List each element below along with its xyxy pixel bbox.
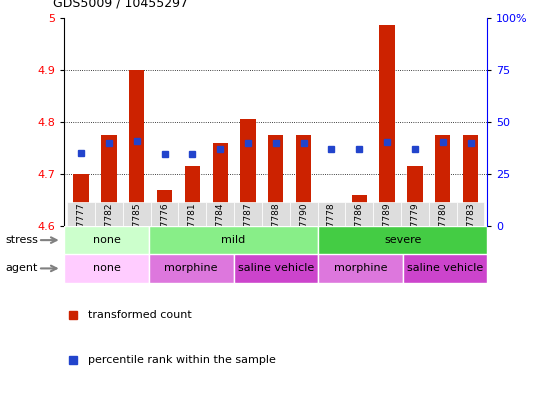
Bar [407, 166, 423, 226]
Text: GSM1217776: GSM1217776 [160, 202, 169, 263]
Text: morphine: morphine [334, 263, 387, 274]
Bar [435, 135, 450, 226]
Text: GSM1217783: GSM1217783 [466, 202, 475, 263]
Bar [149, 226, 318, 254]
Bar [296, 135, 311, 226]
Bar [234, 202, 262, 228]
Bar [64, 254, 149, 283]
Text: stress: stress [6, 235, 39, 245]
Bar [324, 202, 339, 226]
Bar [185, 166, 200, 226]
Text: GSM1217790: GSM1217790 [299, 202, 308, 263]
Text: transformed count: transformed count [88, 310, 192, 320]
Text: morphine: morphine [165, 263, 218, 274]
Bar [463, 135, 478, 226]
Bar [179, 202, 206, 228]
Bar [67, 202, 95, 228]
Bar [129, 70, 144, 226]
Bar [456, 202, 484, 228]
Bar [123, 202, 151, 228]
Bar [318, 226, 487, 254]
Text: GSM1217777: GSM1217777 [77, 202, 86, 263]
Text: GSM1217779: GSM1217779 [410, 202, 419, 263]
Bar [149, 254, 234, 283]
Text: GSM1217784: GSM1217784 [216, 202, 225, 263]
Bar [346, 202, 373, 228]
Text: none: none [93, 235, 120, 245]
Bar [268, 135, 283, 226]
Text: GSM1217786: GSM1217786 [354, 202, 364, 263]
Bar [73, 174, 88, 226]
Bar [234, 254, 318, 283]
Text: none: none [93, 263, 120, 274]
Bar [151, 202, 179, 228]
Bar [157, 189, 172, 226]
Text: GSM1217787: GSM1217787 [244, 202, 253, 263]
Bar [352, 195, 367, 226]
Bar [240, 119, 255, 226]
Bar [206, 202, 234, 228]
Text: saline vehicle: saline vehicle [407, 263, 483, 274]
Bar [318, 254, 403, 283]
Text: GSM1217781: GSM1217781 [188, 202, 197, 263]
Bar [64, 226, 149, 254]
Text: GSM1217782: GSM1217782 [104, 202, 114, 263]
Bar [403, 254, 487, 283]
Text: agent: agent [6, 263, 38, 274]
Bar [401, 202, 429, 228]
Text: mild: mild [221, 235, 246, 245]
Bar [262, 202, 290, 228]
Text: GSM1217788: GSM1217788 [271, 202, 281, 263]
Text: GSM1217778: GSM1217778 [327, 202, 336, 263]
Text: percentile rank within the sample: percentile rank within the sample [88, 355, 276, 365]
Bar [212, 143, 228, 226]
Text: GSM1217785: GSM1217785 [132, 202, 141, 263]
Bar [380, 26, 395, 226]
Bar [290, 202, 318, 228]
Text: severe: severe [384, 235, 421, 245]
Bar [95, 202, 123, 228]
Text: GDS5009 / 10455297: GDS5009 / 10455297 [53, 0, 188, 10]
Text: GSM1217789: GSM1217789 [382, 202, 391, 263]
Bar [318, 202, 346, 228]
Bar [429, 202, 456, 228]
Bar [101, 135, 116, 226]
Text: saline vehicle: saline vehicle [237, 263, 314, 274]
Bar [373, 202, 401, 228]
Text: GSM1217780: GSM1217780 [438, 202, 447, 263]
